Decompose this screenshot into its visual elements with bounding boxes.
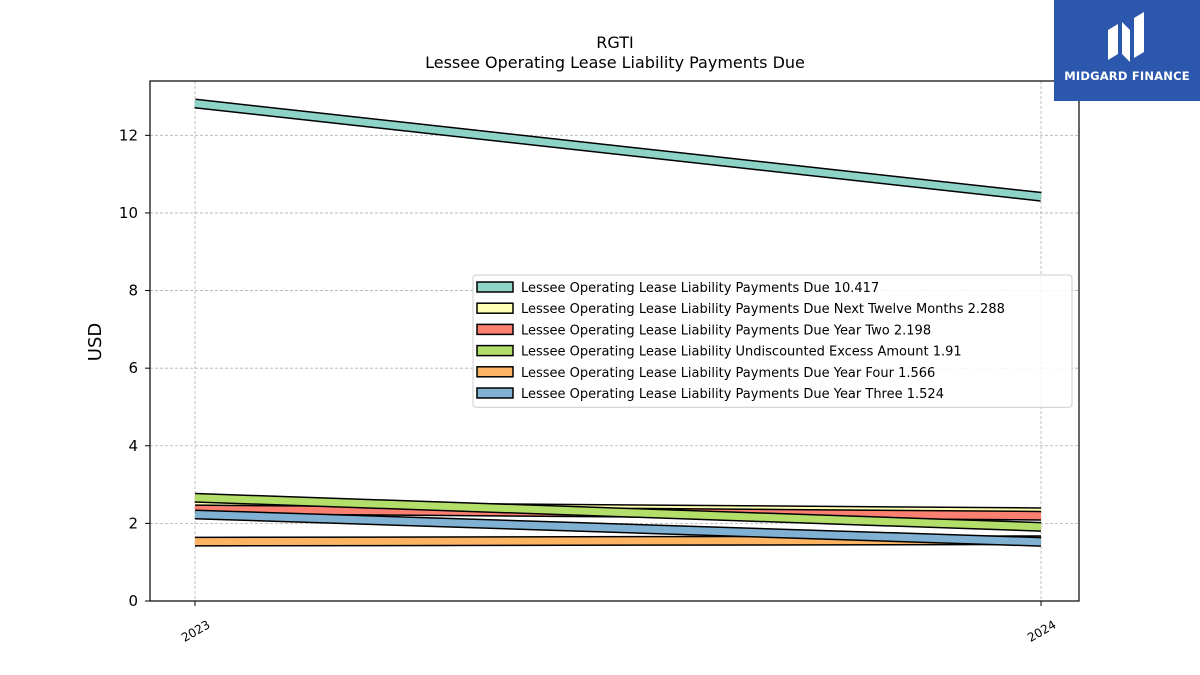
y-tick-label: 2: [128, 514, 138, 532]
series-line-3: [194, 494, 1042, 531]
legend-swatch: [476, 302, 514, 314]
legend-box: [472, 274, 1073, 408]
legend-swatch: [476, 387, 514, 399]
legend-swatch: [476, 323, 514, 336]
legend-swatch: [476, 281, 514, 293]
legend-label: Lessee Operating Lease Liability Payment…: [521, 302, 1005, 317]
legend-label: Lessee Operating Lease Liability Payment…: [521, 281, 879, 296]
plot-frame: [149, 80, 1080, 602]
legend-label: Lessee Operating Lease Liability Undisco…: [521, 345, 962, 360]
legend-swatch: [476, 344, 514, 357]
brand-logo: MIDGARD FINANCE: [1054, 0, 1200, 101]
series-line-0: [194, 100, 1042, 201]
legend: Lessee Operating Lease Liability Payment…: [472, 274, 1073, 408]
legend-label: Lessee Operating Lease Liability Payment…: [521, 366, 935, 381]
y-tick-label: 6: [128, 359, 138, 377]
y-tick-label: 8: [128, 282, 138, 300]
y-tick-label: 4: [128, 437, 138, 455]
chart-title: RGTI: [596, 33, 633, 52]
x-tick-label: 2024: [1025, 617, 1058, 644]
x-tick-label: 2023: [179, 617, 212, 644]
y-tick-label: 10: [119, 204, 138, 222]
legend-label: Lessee Operating Lease Liability Payment…: [521, 387, 944, 402]
legend-swatch: [476, 366, 514, 378]
y-tick-label: 12: [119, 126, 138, 144]
y-tick-label: 0: [128, 592, 138, 610]
chart-subtitle: Lessee Operating Lease Liability Payment…: [425, 53, 805, 72]
legend-label: Lessee Operating Lease Liability Payment…: [521, 323, 931, 338]
midgard-m-icon: [1108, 12, 1144, 62]
y-axis-label: USD: [85, 323, 106, 361]
brand-name: MIDGARD FINANCE: [1064, 69, 1190, 83]
series-line-5: [194, 510, 1042, 546]
